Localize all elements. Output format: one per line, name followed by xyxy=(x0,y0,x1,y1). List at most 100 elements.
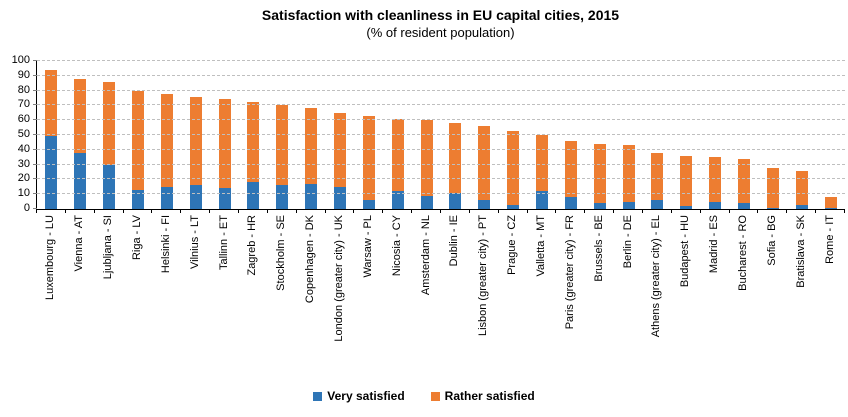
gridline xyxy=(37,74,845,76)
very-satisfied-segment xyxy=(478,200,491,209)
bar-stack xyxy=(766,167,779,209)
very-satisfied-segment xyxy=(74,152,87,209)
x-axis-label: Amsterdam - NL xyxy=(419,215,432,296)
bar-stack xyxy=(709,157,722,209)
bar-group xyxy=(326,61,355,209)
rather-satisfied-segment xyxy=(45,69,58,137)
very-satisfied-segment xyxy=(45,136,58,209)
x-axis-label: Budapest - HU xyxy=(679,215,692,288)
x-label-slot: Madrid - ES xyxy=(700,215,729,383)
bar-group xyxy=(95,61,124,209)
very-satisfied-segment xyxy=(651,200,664,209)
y-axis: 0 10 20 30 40 50 60 70 80 90 100 xyxy=(0,54,30,214)
y-tick xyxy=(33,104,37,106)
rather-satisfied-segment xyxy=(103,81,116,165)
y-axis-label: 50 xyxy=(17,128,30,140)
very-satisfied-segment xyxy=(680,206,693,209)
x-label-slot: Budapest - HU xyxy=(671,215,700,383)
x-axis-label: London (greater city) - UK xyxy=(333,215,346,342)
x-label-slot: Warsaw - PL xyxy=(353,215,382,383)
legend-label-very-satisfied: Very satisfied xyxy=(327,389,405,403)
x-tick xyxy=(324,209,354,213)
y-axis-label: 100 xyxy=(11,54,30,66)
x-axis-ticks xyxy=(36,209,845,213)
very-satisfied-segment xyxy=(795,204,808,209)
gridline xyxy=(37,163,845,165)
x-tick xyxy=(180,209,209,213)
rather-satisfied-segment xyxy=(478,126,491,201)
rather-satisfied-segment xyxy=(824,197,837,208)
x-label-slot: Dublin - IE xyxy=(440,215,469,383)
bar-stack xyxy=(305,108,318,209)
x-tick xyxy=(526,209,556,213)
y-tick xyxy=(33,208,37,209)
bar-group xyxy=(614,61,643,209)
gridline xyxy=(37,193,845,195)
bar-group xyxy=(470,61,499,209)
x-axis-label: Sofia - BG xyxy=(765,215,778,266)
x-tick xyxy=(238,209,267,213)
x-tick xyxy=(411,209,440,213)
bar-group xyxy=(441,61,470,209)
x-label-slot: Bratislava - SK xyxy=(786,215,815,383)
y-axis-label: 80 xyxy=(17,83,30,96)
x-axis-labels: Luxembourg - LU Vienna - AT Ljubljana - SI… xyxy=(36,215,844,383)
bar-stack xyxy=(132,90,144,209)
bar-group xyxy=(124,61,153,209)
x-axis-label: Berlin - DE xyxy=(621,215,634,269)
x-tick xyxy=(209,209,238,213)
bar-group xyxy=(556,61,585,209)
bar-group xyxy=(297,61,326,209)
bar-stack xyxy=(420,120,433,209)
bar-stack xyxy=(536,135,549,209)
chart-title: Satisfaction with cleanliness in EU capi… xyxy=(261,7,620,23)
x-axis-label: Dublin - IE xyxy=(448,215,461,267)
x-axis-label: Lisbon (greater city) - PT xyxy=(477,215,490,337)
bar-group xyxy=(730,61,759,209)
x-tick xyxy=(151,209,180,213)
legend-label-rather-satisfied: Rather satisfied xyxy=(444,389,535,403)
bar-stack xyxy=(45,69,58,209)
bar-group xyxy=(585,61,614,209)
bar-stack xyxy=(160,93,173,209)
legend: Very satisfied Rather satisfied xyxy=(0,389,848,403)
legend-item-rather-satisfied: Rather satisfied xyxy=(430,389,535,403)
x-label-slot: Stockholm - SE xyxy=(267,215,296,383)
very-satisfied-segment xyxy=(276,185,289,209)
bar-group xyxy=(528,61,557,209)
gridline xyxy=(37,134,845,135)
bar-group xyxy=(412,61,441,209)
x-tick xyxy=(64,209,94,213)
x-label-slot: Sofia - BG xyxy=(757,215,786,383)
very-satisfied-segment xyxy=(766,207,779,209)
bar-group xyxy=(268,61,297,209)
y-tick xyxy=(33,148,37,150)
y-axis-label: 20 xyxy=(17,172,30,185)
x-tick xyxy=(613,209,642,213)
x-axis-label: Vilnius - LT xyxy=(188,215,201,270)
rather-satisfied-segment xyxy=(766,167,779,208)
legend-item-very-satisfied: Very satisfied xyxy=(313,389,405,403)
y-tick xyxy=(33,74,37,76)
plot-area xyxy=(33,60,845,210)
rather-satisfied-segment xyxy=(160,93,173,187)
very-satisfied-segment xyxy=(103,164,116,209)
very-satisfied-segment xyxy=(507,204,520,209)
rather-satisfied-segment xyxy=(709,157,722,202)
rather-satisfied-segment xyxy=(622,145,635,202)
x-tick xyxy=(353,209,382,213)
y-tick xyxy=(33,89,37,91)
rather-satisfied-segment xyxy=(564,140,577,198)
gridline xyxy=(37,119,845,121)
x-axis-label: Helsinki - FI xyxy=(159,215,172,274)
bar-group xyxy=(499,61,528,209)
x-tick xyxy=(93,209,123,213)
y-axis-label: 90 xyxy=(17,68,30,81)
rather-satisfied-swatch-icon xyxy=(430,391,440,401)
very-satisfied-segment xyxy=(622,201,635,209)
x-label-slot: Riga - LV xyxy=(123,215,152,383)
x-tick xyxy=(699,209,729,213)
x-label-slot: Bucharest - RO xyxy=(729,215,758,383)
rather-satisfied-segment xyxy=(795,170,808,205)
